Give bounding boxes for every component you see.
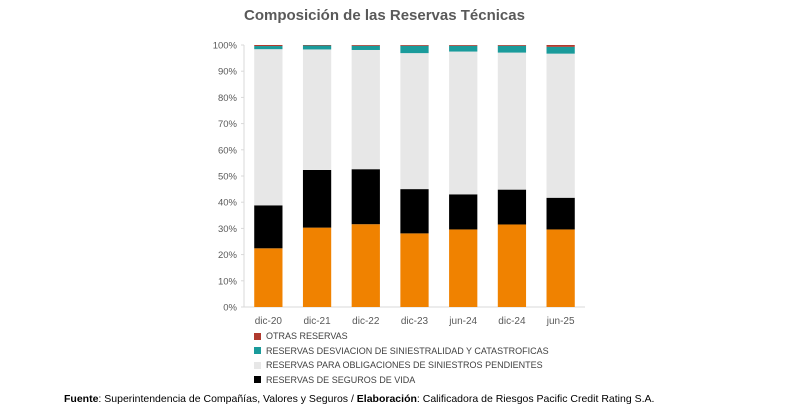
source-note: Fuente: Superintendencia de Compañías, V… (64, 393, 654, 405)
y-tick-label: 90% (218, 67, 238, 78)
legend-swatch-vida (254, 376, 261, 384)
x-tick-label: jun-24 (448, 316, 477, 327)
y-tick-label: 70% (218, 119, 238, 130)
source-elaboracion-label: Elaboración (356, 393, 417, 405)
bar-segment-siniestros (254, 49, 283, 206)
y-tick-label: 30% (218, 224, 238, 235)
legend-item-siniestros: RESERVAS PARA OBLIGACIONES DE SINIESTROS… (254, 358, 549, 373)
bar-segment-desviacion (497, 45, 527, 53)
bar-segment-vida (254, 205, 283, 249)
bar-segment-vida (449, 194, 478, 230)
source-fuente-text: : Superintendencia de Compañías, Valores… (98, 393, 357, 405)
bar-segment-otras (302, 45, 332, 46)
bar-segment-siniestros (302, 49, 332, 170)
legend-item-vida: RESERVAS DE SEGUROS DE VIDA (254, 373, 549, 388)
bar-segment-siniestros (351, 49, 380, 170)
bar-segment-siniestros (400, 53, 429, 190)
y-tick-label: 40% (218, 198, 238, 209)
bar-segment-desviacion (449, 45, 478, 52)
bar-segment-vida (497, 189, 527, 225)
bar-segment-desviacion (302, 45, 332, 50)
bar-segment-base (400, 233, 429, 307)
bar-segment-vida (302, 169, 332, 228)
bar-segment-vida (400, 189, 429, 234)
x-tick-label: jun-25 (546, 316, 575, 327)
bar-segment-desviacion (351, 45, 380, 50)
y-tick-label: 100% (213, 41, 238, 52)
bar-segment-desviacion (546, 46, 575, 54)
legend-swatch-otras (254, 332, 261, 340)
x-tick-label: dic-20 (255, 316, 283, 327)
y-tick-label: 60% (218, 145, 238, 156)
legend-item-otras: OTRAS RESERVAS (254, 329, 549, 344)
bar-segment-vida (351, 169, 380, 225)
x-tick-label: dic-22 (352, 316, 380, 327)
y-tick-label: 0% (223, 303, 237, 314)
x-tick-label: dic-21 (303, 316, 331, 327)
bar-segment-desviacion (400, 45, 429, 54)
bar-segment-desviacion (254, 46, 283, 50)
bar-segment-otras (497, 45, 527, 46)
bar-segment-base (351, 224, 380, 307)
bar-segment-base (302, 227, 332, 307)
source-elaboracion-text: : Calificadora de Riesgos Pacific Credit… (416, 393, 655, 405)
bar-segment-base (449, 229, 478, 307)
y-tick-label: 10% (218, 276, 238, 287)
legend-label-siniestros: RESERVAS PARA OBLIGACIONES DE SINIESTROS… (266, 360, 543, 371)
bar-segment-base (546, 229, 575, 307)
bar-segment-otras (254, 45, 283, 47)
source-fuente-label: Fuente (64, 393, 99, 405)
y-tick-label: 20% (218, 250, 238, 261)
bar-segment-siniestros (449, 51, 478, 195)
x-tick-label: dic-23 (401, 316, 429, 327)
bar-segment-otras (449, 45, 478, 46)
legend-item-desviacion: RESERVAS DESVIACION DE SINIESTRALIDAD Y … (254, 344, 549, 359)
x-tick-label: dic-24 (498, 316, 526, 327)
legend-label-desviacion: RESERVAS DESVIACION DE SINIESTRALIDAD Y … (266, 345, 549, 356)
y-tick-label: 80% (218, 93, 238, 104)
chart-title: Composición de las Reservas Técnicas (244, 7, 525, 24)
bar-segment-siniestros (497, 52, 527, 190)
legend-label-vida: RESERVAS DE SEGUROS DE VIDA (266, 374, 416, 385)
legend-swatch-desviacion (254, 347, 261, 355)
legend-label-otras: OTRAS RESERVAS (266, 331, 348, 342)
bar-segment-vida (546, 197, 575, 230)
bar-segment-otras (546, 45, 575, 47)
bar-segment-otras (400, 45, 429, 46)
bar-segment-otras (351, 45, 380, 46)
bar-segment-base (254, 248, 283, 307)
bar-segment-base (497, 224, 527, 307)
bar-segment-siniestros (546, 53, 575, 198)
y-tick-label: 50% (218, 172, 238, 183)
legend: OTRAS RESERVAS RESERVAS DESVIACION DE SI… (254, 329, 549, 387)
legend-swatch-siniestros (254, 361, 261, 369)
